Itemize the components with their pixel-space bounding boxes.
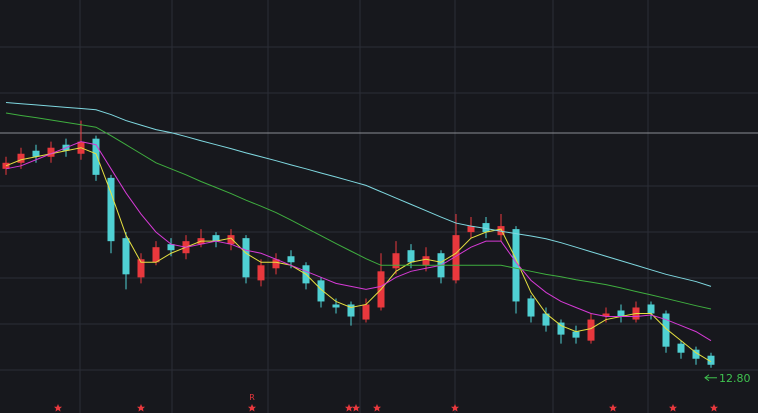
candle-body: [227, 235, 235, 245]
event-star: [609, 404, 617, 412]
candle-body: [557, 322, 565, 335]
candle-body: [32, 150, 40, 157]
candle-body: [452, 235, 460, 281]
candle-body: [542, 313, 550, 326]
candle-body: [152, 247, 160, 263]
candle-body: [392, 253, 400, 269]
candle-body: [287, 256, 295, 263]
candle-body: [482, 223, 490, 233]
event-star: [352, 404, 360, 412]
candle-body: [512, 229, 520, 302]
low-marker-arrowhead: [704, 374, 710, 382]
candle-body: [332, 304, 340, 308]
event-star: [669, 404, 677, 412]
candle-body: [92, 138, 100, 175]
candle-body: [692, 349, 700, 359]
low-marker-label: 12.80: [719, 372, 751, 385]
event-markers: R: [54, 393, 718, 412]
candle-body: [587, 319, 595, 341]
candle-body: [707, 355, 715, 365]
candle-body: [527, 298, 535, 317]
event-star: [710, 404, 718, 412]
event-star: [345, 404, 353, 412]
moving-average-line: [5, 112, 712, 310]
candle-body: [137, 259, 145, 278]
candle-body: [257, 265, 265, 281]
candle-body: [572, 331, 580, 338]
event-star: [248, 404, 256, 412]
event-star: [137, 404, 145, 412]
candle-body: [602, 313, 610, 317]
candle-body: [422, 256, 430, 266]
candle-body: [677, 343, 685, 353]
event-star: [373, 404, 381, 412]
event-label: R: [249, 393, 255, 402]
candle-body: [122, 238, 130, 275]
moving-average-line: [5, 101, 712, 287]
candle-body: [212, 235, 220, 242]
event-star: [54, 404, 62, 412]
candle-body: [497, 226, 505, 236]
candle-body: [647, 304, 655, 314]
candle-body: [47, 147, 55, 157]
candle-body: [107, 177, 115, 242]
candle-body: [617, 310, 625, 317]
candle-body: [17, 153, 25, 163]
candle-body: [242, 238, 250, 278]
moving-average-line: [5, 147, 712, 363]
candle-body: [662, 313, 670, 347]
candle-body: [167, 244, 175, 251]
candle-body: [407, 250, 415, 263]
candle-body: [362, 304, 370, 320]
candle-body: [347, 304, 355, 317]
marks: 12.80: [2, 101, 751, 385]
candle-body: [467, 226, 475, 233]
candle-body: [317, 280, 325, 302]
candle-body: [272, 259, 280, 269]
moving-average-line: [5, 141, 712, 342]
